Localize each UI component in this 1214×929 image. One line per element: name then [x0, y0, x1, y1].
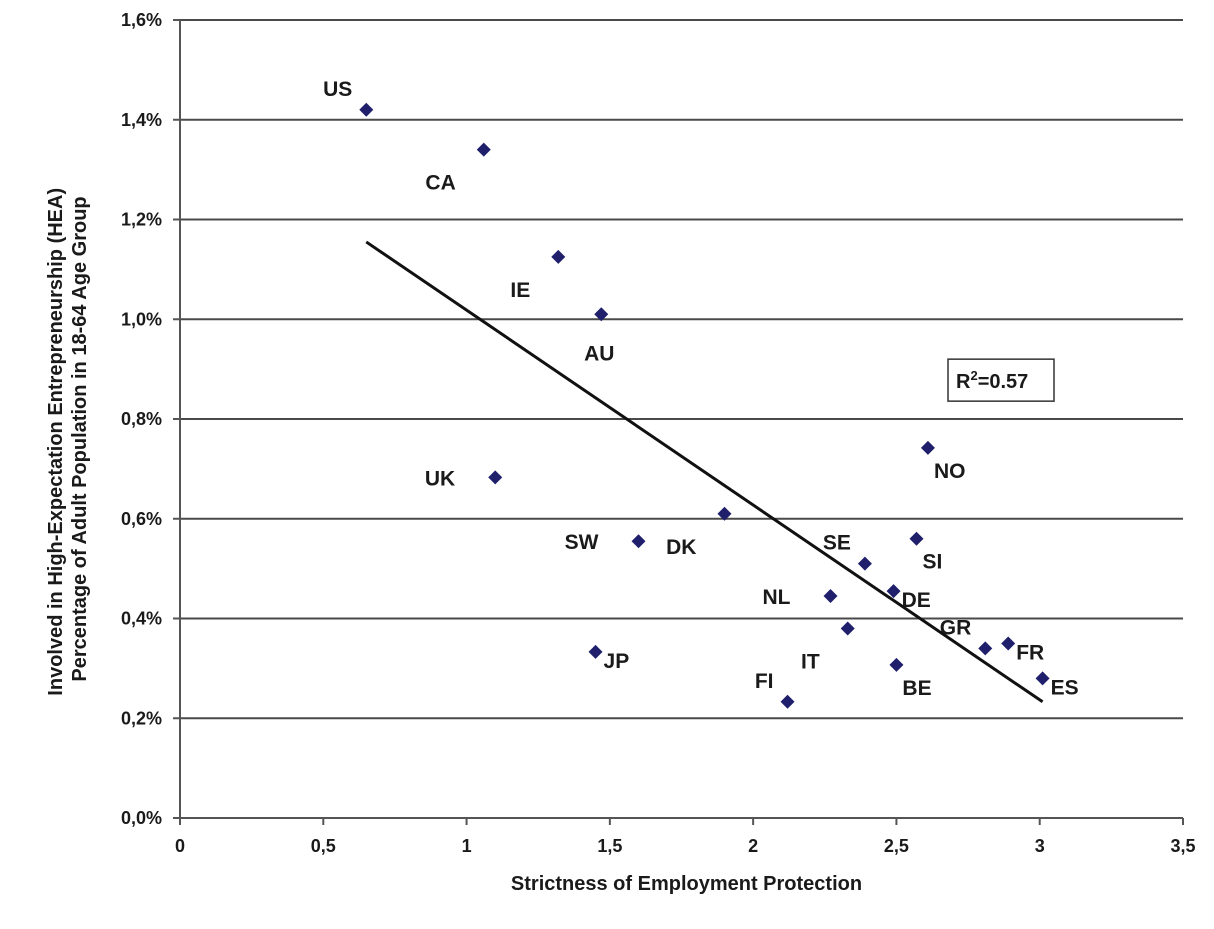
- x-tick-label: 3: [1035, 836, 1045, 856]
- data-points: [359, 102, 1050, 709]
- point-label-dk: DK: [666, 536, 696, 559]
- trend-line: [365, 240, 1044, 704]
- point-label-es: ES: [1051, 676, 1079, 699]
- gridlines: [180, 19, 1183, 720]
- data-point-de: [886, 584, 901, 599]
- y-tick-label: 1,4%: [121, 110, 162, 130]
- r-squared-superscript: 2: [970, 368, 977, 383]
- x-axis-ticks: 0 0,5 1 1,5 2 2,5 3 3,5: [175, 818, 1196, 856]
- x-tick-label: 2: [748, 836, 758, 856]
- data-point-us: [359, 102, 374, 117]
- data-point-fr: [1001, 636, 1016, 651]
- y-tick-label: 0,2%: [121, 708, 162, 728]
- x-tick-label: 0,5: [311, 836, 336, 856]
- data-point-gr: [978, 641, 993, 656]
- r-squared-annotation: R2=0.57: [947, 358, 1055, 402]
- point-label-fi: FI: [755, 670, 774, 693]
- point-label-no: NO: [934, 460, 966, 483]
- point-label-au: AU: [584, 342, 614, 365]
- point-label-nl: NL: [763, 586, 791, 609]
- r-squared-box: [947, 358, 1055, 402]
- data-point-sw: [631, 534, 646, 549]
- data-point-it: [840, 621, 855, 636]
- y-tick-label: 0,6%: [121, 509, 162, 529]
- y-tick-label: 1,6%: [121, 10, 162, 30]
- point-label-fr: FR: [1016, 641, 1044, 664]
- y-axis-title-line-1: Involved in High-Expectation Entrepreneu…: [45, 188, 67, 696]
- r-squared-text: R2=0.57: [956, 368, 1028, 393]
- data-point-uk: [488, 470, 503, 485]
- point-label-uk: UK: [425, 467, 455, 490]
- y-axis-title-line-2: Percentage of Adult Population in 18-64 …: [69, 196, 91, 681]
- point-label-se: SE: [823, 532, 851, 555]
- point-label-ie: IE: [510, 279, 530, 302]
- data-point-be: [889, 657, 904, 672]
- x-tick-label: 3,5: [1170, 836, 1195, 856]
- x-tick-label: 1,5: [597, 836, 622, 856]
- y-tick-label: 0,0%: [121, 808, 162, 828]
- data-point-no: [920, 440, 935, 455]
- point-label-it: IT: [801, 650, 820, 673]
- data-point-ca: [476, 142, 491, 157]
- point-labels: US CA IE AU UK SW JP DK FI NL IT SE DE BE SI NO GR FR ES: [323, 78, 1079, 700]
- point-label-be: BE: [902, 677, 931, 700]
- x-tick-label: 1: [462, 836, 472, 856]
- point-label-gr: GR: [940, 616, 972, 639]
- x-tick-label: 0: [175, 836, 185, 856]
- data-point-es: [1035, 671, 1050, 686]
- y-tick-label: 1,0%: [121, 309, 162, 329]
- data-point-jp: [588, 644, 603, 659]
- data-point-nl: [823, 589, 838, 604]
- x-axis-title: Strictness of Employment Protection: [511, 873, 862, 895]
- point-label-de: DE: [902, 589, 931, 612]
- data-point-ie: [551, 249, 566, 264]
- x-tick-label: 2,5: [884, 836, 909, 856]
- point-label-si: SI: [922, 551, 942, 574]
- data-point-si: [909, 531, 924, 546]
- y-tick-label: 1,2%: [121, 210, 162, 230]
- r-squared-value: =0.57: [978, 371, 1029, 393]
- r-squared-prefix: R: [956, 371, 971, 393]
- point-label-ca: CA: [425, 172, 455, 195]
- y-axis-ticks: 0,0% 0,2% 0,4% 0,6% 0,8% 1,0% 1,2% 1,4% 1,6%: [121, 10, 180, 828]
- point-label-jp: JP: [604, 650, 630, 673]
- point-label-us: US: [323, 78, 352, 101]
- point-label-sw: SW: [565, 531, 599, 554]
- y-tick-label: 0,8%: [121, 409, 162, 429]
- y-axis-title: Involved in High-Expectation Entrepreneu…: [45, 182, 91, 695]
- data-point-fi: [780, 694, 795, 709]
- data-point-dk: [717, 506, 732, 521]
- y-tick-label: 0,4%: [121, 609, 162, 629]
- data-point-au: [594, 307, 609, 322]
- data-point-se: [857, 556, 872, 571]
